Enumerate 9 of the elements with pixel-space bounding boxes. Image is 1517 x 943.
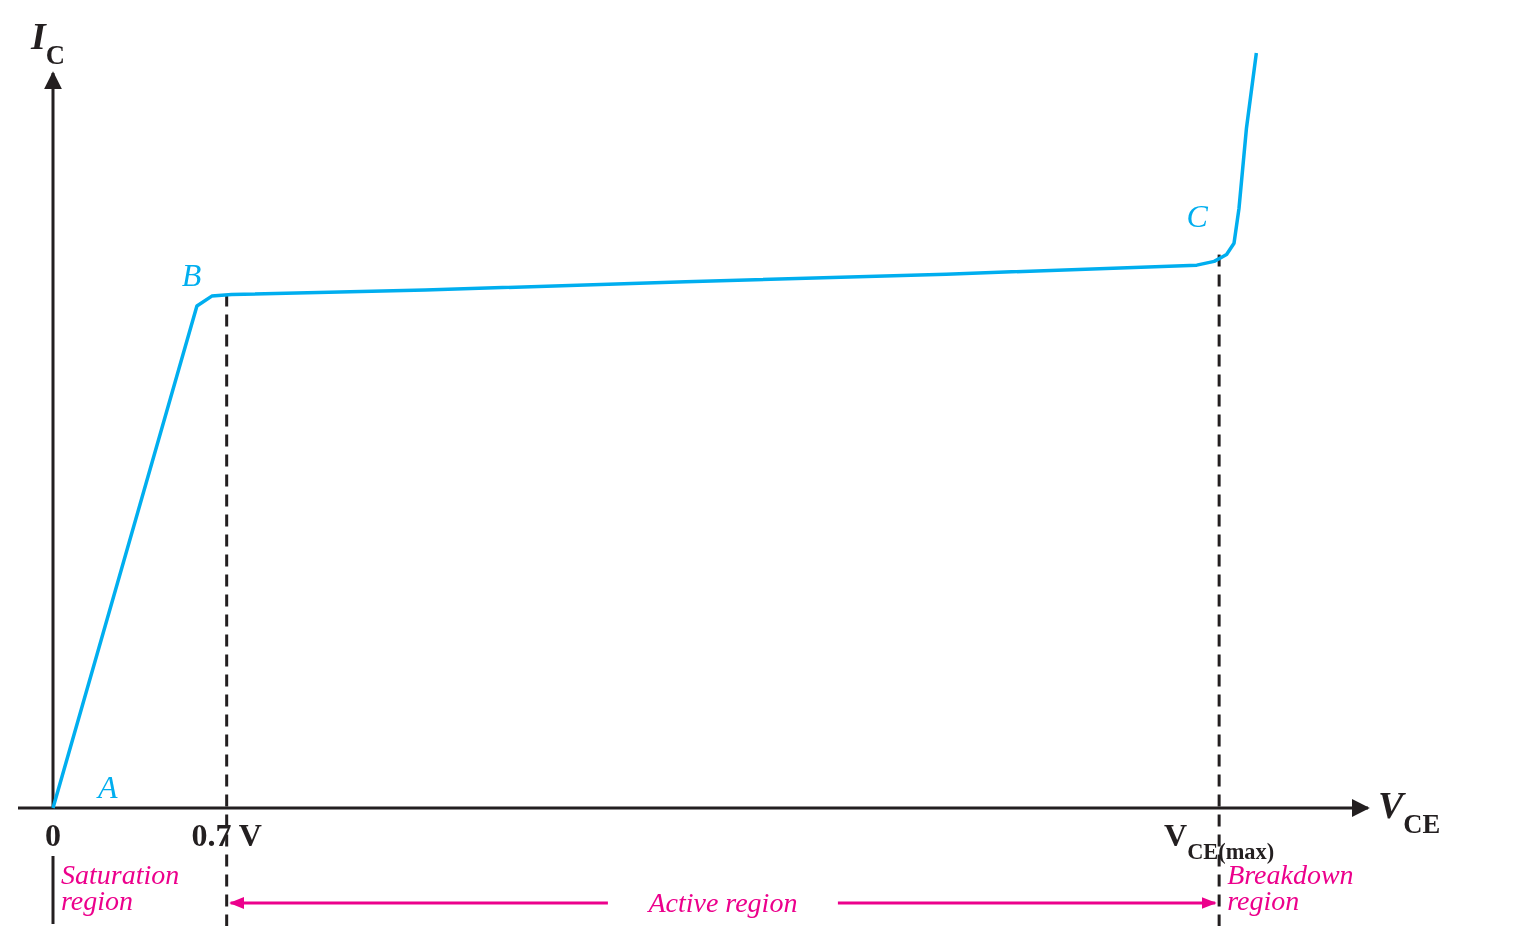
x-tick-label: 0.7 V [191,817,262,853]
annotation: A [96,769,118,805]
text: Saturation region [61,859,180,916]
annotation: B [181,257,202,294]
y-axis-title: I$_{C}$ [30,15,66,70]
annotation: C [1186,197,1209,234]
x-axis-title: V$_{CE}$ [1378,784,1441,839]
text: Active region [646,887,798,918]
x-tick-label: 0 [45,817,61,853]
